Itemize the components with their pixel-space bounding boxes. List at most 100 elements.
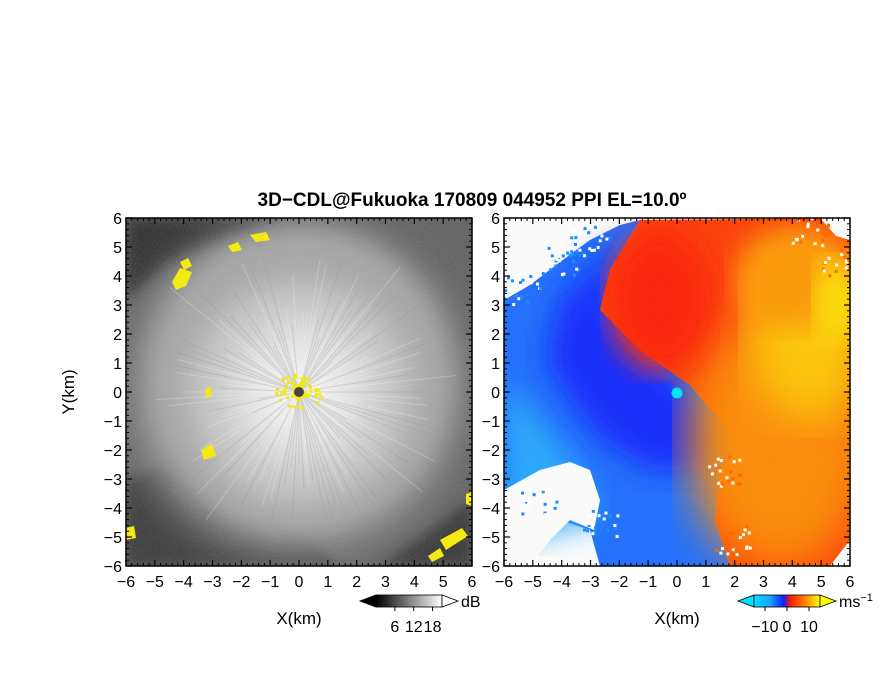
y-tick-label: −5 <box>482 530 500 547</box>
velocity-pixel <box>526 496 530 500</box>
velocity-x-axis-label: X(km) <box>654 609 699 628</box>
velocity-pixel <box>739 474 743 478</box>
x-tick-label: 5 <box>439 574 448 591</box>
velocity-colorbar-unit: ms−1 <box>839 592 873 611</box>
velocity-pixel <box>596 518 600 522</box>
x-tick-label: 1 <box>701 574 710 591</box>
snr-colorbar-ticks: 6 12 18 <box>390 607 442 636</box>
velocity-pixel <box>794 237 798 241</box>
x-tick-label: 0 <box>295 574 304 591</box>
velocity-pixel <box>524 500 528 504</box>
velocity-pixel <box>731 531 735 535</box>
velocity-pixel <box>731 477 735 481</box>
x-tick-label: −4 <box>553 574 571 591</box>
y-tick-label: 1 <box>491 356 500 373</box>
velocity-pixel <box>578 248 582 252</box>
velocity-pixel <box>600 234 604 238</box>
velocity-pixel <box>554 264 558 268</box>
velocity-pixel <box>576 225 580 229</box>
velocity-pixel <box>553 506 557 510</box>
velocity-pixel <box>585 529 589 533</box>
snr-core-pixel <box>288 404 292 408</box>
velocity-pixel <box>717 465 721 469</box>
x-tick-label: −3 <box>581 574 599 591</box>
velocity-pixel <box>549 268 553 272</box>
velocity-pixel <box>840 248 844 252</box>
velocity-pixel <box>521 278 525 282</box>
colorbar-tick-label: 6 <box>390 619 399 636</box>
snr-core-pixel <box>302 376 306 380</box>
velocity-pixel <box>741 533 745 537</box>
velocity-pixel <box>527 502 531 506</box>
velocity-pixel <box>616 514 620 518</box>
velocity-pixel <box>826 233 830 237</box>
velocity-pixel <box>816 228 820 232</box>
velocity-colorbar: −10 0 10 ms−1 <box>736 592 873 636</box>
velocity-pixel <box>568 253 572 257</box>
y-tick-label: −1 <box>104 414 122 431</box>
y-tick-label: 6 <box>113 211 122 228</box>
velocity-pixel <box>592 530 596 534</box>
velocity-pixel <box>555 500 559 504</box>
velocity-pixel <box>748 546 752 550</box>
velocity-pixel <box>504 289 508 293</box>
velocity-pixel <box>737 550 741 554</box>
y-tick-label: 5 <box>113 240 122 257</box>
y-tick-label: −6 <box>482 559 500 576</box>
velocity-pixel <box>714 463 718 467</box>
velocity-pixel <box>558 259 562 263</box>
velocity-pixel <box>541 490 545 494</box>
velocity-pixel <box>521 502 525 506</box>
velocity-pixel <box>731 548 735 552</box>
velocity-pixel <box>535 282 539 286</box>
snr-core-pixel <box>298 396 302 400</box>
y-tick-label: 0 <box>113 385 122 402</box>
x-tick-label: −2 <box>232 574 250 591</box>
velocity-pixel <box>591 532 595 536</box>
y-tick-label: −1 <box>482 414 500 431</box>
velocity-pixel <box>608 236 612 240</box>
velocity-pixel <box>608 514 612 518</box>
velocity-pixel <box>591 523 595 527</box>
velocity-pixel <box>604 511 608 515</box>
velocity-pixel <box>526 505 530 509</box>
velocity-pixel <box>517 297 521 301</box>
velocity-pixel <box>719 484 723 488</box>
snr-core-pixel <box>292 384 296 388</box>
snr-axis-ticks: −6 −5 −4 −3 −2 −1 0 1 2 3 4 5 6 6 5 4 3 2 1 0 −1 −2 −3 −4 −5 −6 <box>104 211 477 591</box>
velocity-pixel <box>719 527 723 531</box>
y-tick-label: 5 <box>491 240 500 257</box>
velocity-pixel <box>529 275 533 279</box>
velocity-pixel <box>844 259 848 263</box>
snr-core-pixel <box>297 398 301 402</box>
velocity-pixel <box>543 502 547 506</box>
velocity-pixel <box>541 271 545 275</box>
velocity-pixel <box>591 509 595 513</box>
velocity-pixel <box>602 517 606 521</box>
snr-colorbar: 6 12 18 dB <box>358 594 481 636</box>
velocity-pixel <box>859 269 862 272</box>
velocity-pixel <box>729 470 733 474</box>
velocity-pixel <box>797 218 801 221</box>
velocity-pixel <box>745 545 749 549</box>
snr-clutter-highlights <box>126 232 472 562</box>
velocity-pixel <box>614 527 618 531</box>
x-tick-label: −6 <box>495 574 513 591</box>
velocity-pixel <box>531 486 535 490</box>
velocity-pixel <box>598 239 602 243</box>
snr-core-pixel <box>279 392 283 396</box>
velocity-pixel <box>719 459 723 463</box>
velocity-pixel <box>518 280 522 284</box>
velocity-pixel <box>587 522 591 526</box>
velocity-pixel <box>843 256 847 260</box>
y-tick-label: −3 <box>482 472 500 489</box>
velocity-pixel <box>542 488 546 492</box>
velocity-pixel <box>504 277 506 281</box>
velocity-pixel <box>856 255 859 258</box>
velocity-pixel <box>821 244 825 248</box>
radar-site-marker <box>671 387 683 399</box>
velocity-pixel <box>823 261 827 265</box>
velocity-pixel <box>546 504 550 508</box>
snr-core-pixel <box>308 386 312 390</box>
velocity-pixel <box>801 234 805 238</box>
